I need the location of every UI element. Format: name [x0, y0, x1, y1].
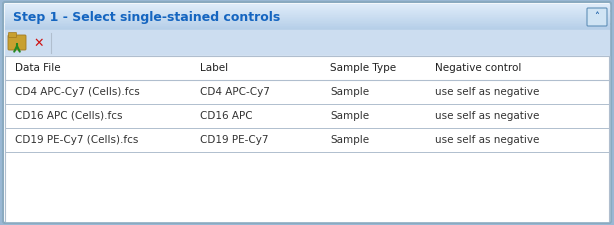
- Bar: [5, 13, 609, 14]
- Text: CD4 APC-Cy7 (Cells).fcs: CD4 APC-Cy7 (Cells).fcs: [15, 87, 140, 97]
- FancyBboxPatch shape: [3, 2, 611, 223]
- Text: Negative control: Negative control: [435, 63, 521, 73]
- Text: use self as negative: use self as negative: [435, 87, 539, 97]
- Bar: [5, 56, 609, 221]
- Bar: [5, 26, 609, 27]
- Text: ✕: ✕: [34, 36, 44, 50]
- Text: CD16 APC (Cells).fcs: CD16 APC (Cells).fcs: [15, 111, 123, 121]
- Bar: [5, 20, 609, 21]
- Bar: [5, 29, 609, 30]
- Text: Sample: Sample: [330, 135, 369, 145]
- Text: CD4 APC-Cy7: CD4 APC-Cy7: [200, 87, 270, 97]
- Text: Data File: Data File: [15, 63, 61, 73]
- Bar: [5, 21, 609, 22]
- Bar: [5, 18, 609, 19]
- Text: use self as negative: use self as negative: [435, 135, 539, 145]
- Bar: [5, 11, 609, 12]
- Bar: [5, 24, 609, 25]
- Bar: [5, 16, 609, 17]
- Bar: [5, 12, 609, 13]
- Bar: [5, 5, 609, 6]
- Text: Sample: Sample: [330, 111, 369, 121]
- Text: CD19 PE-Cy7 (Cells).fcs: CD19 PE-Cy7 (Cells).fcs: [15, 135, 138, 145]
- Text: CD19 PE-Cy7: CD19 PE-Cy7: [200, 135, 268, 145]
- Text: Sample: Sample: [330, 87, 369, 97]
- Bar: [5, 15, 609, 16]
- FancyBboxPatch shape: [587, 8, 607, 26]
- Text: Sample Type: Sample Type: [330, 63, 396, 73]
- Bar: [5, 4, 609, 5]
- Bar: [5, 28, 609, 29]
- Bar: [5, 9, 609, 10]
- Bar: [5, 30, 609, 56]
- Bar: [5, 10, 609, 11]
- Bar: [5, 14, 609, 15]
- Bar: [5, 25, 609, 26]
- FancyBboxPatch shape: [9, 32, 17, 38]
- Bar: [5, 8, 609, 9]
- Bar: [5, 22, 609, 23]
- Text: use self as negative: use self as negative: [435, 111, 539, 121]
- Bar: [5, 17, 609, 18]
- Bar: [5, 23, 609, 24]
- FancyBboxPatch shape: [8, 35, 26, 50]
- Bar: [5, 19, 609, 20]
- Bar: [5, 7, 609, 8]
- Text: ˄: ˄: [594, 12, 599, 22]
- Bar: [5, 27, 609, 28]
- Text: Step 1 - Select single-stained controls: Step 1 - Select single-stained controls: [13, 11, 280, 23]
- Text: CD16 APC: CD16 APC: [200, 111, 252, 121]
- Text: Label: Label: [200, 63, 228, 73]
- Bar: [5, 6, 609, 7]
